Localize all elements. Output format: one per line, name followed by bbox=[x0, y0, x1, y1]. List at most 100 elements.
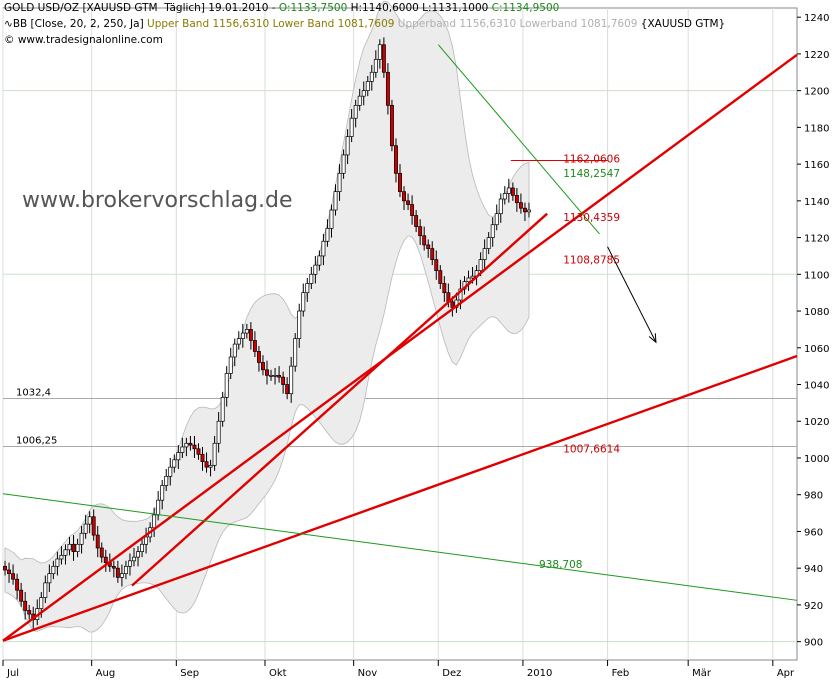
candle-body-89 bbox=[361, 90, 366, 97]
low-value: L:1131,1000 bbox=[418, 2, 489, 14]
candle-body-79 bbox=[321, 240, 326, 257]
candle-body-6 bbox=[27, 610, 32, 615]
candle-body-9 bbox=[39, 597, 44, 609]
candle-body-38 bbox=[156, 499, 161, 516]
x-tick-label-6: 2010 bbox=[527, 668, 552, 679]
candle-body-20 bbox=[83, 523, 88, 534]
candle-body-123 bbox=[498, 198, 503, 215]
candle-body-120 bbox=[486, 237, 491, 249]
candle-body-100 bbox=[406, 200, 411, 205]
candle-body-108 bbox=[438, 270, 443, 284]
candle-body-93 bbox=[377, 44, 382, 60]
candle-body-73 bbox=[297, 310, 302, 339]
bollinger-band bbox=[4, 0, 530, 633]
candle-body-78 bbox=[317, 255, 322, 266]
lower-band-value: Lower Band 1081,7609 bbox=[269, 18, 395, 30]
candle-body-22 bbox=[91, 516, 96, 536]
candle-body-2 bbox=[11, 573, 16, 580]
x-tick-label-3: Okt bbox=[269, 668, 287, 679]
candle-body-88 bbox=[357, 95, 362, 106]
candle-body-39 bbox=[160, 485, 165, 501]
candle-body-65 bbox=[265, 369, 269, 376]
y-tick-label-1: 920 bbox=[804, 601, 823, 612]
candle-body-37 bbox=[152, 514, 157, 529]
bb-icon: ∿ bbox=[4, 18, 13, 30]
x-tick-label-0: Jul bbox=[6, 668, 19, 679]
candle-body-130 bbox=[527, 209, 531, 213]
candle-body-32 bbox=[132, 556, 136, 562]
y-tick-label-7: 1040 bbox=[804, 381, 829, 392]
upper-band-value: Upper Band 1156,6310 bbox=[147, 18, 270, 30]
candle-body-101 bbox=[410, 204, 415, 216]
candle-body-5 bbox=[23, 600, 28, 611]
close-value: C:1134,9500 bbox=[488, 2, 560, 14]
candle-body-42 bbox=[172, 459, 177, 468]
candle-body-74 bbox=[301, 292, 306, 312]
candle-body-64 bbox=[261, 362, 265, 371]
candle-body-116 bbox=[470, 275, 475, 279]
candle-body-14 bbox=[59, 554, 64, 560]
trendline-1 bbox=[2, 354, 798, 642]
candle-body-98 bbox=[398, 172, 402, 193]
candle-body-11 bbox=[47, 573, 52, 584]
watermark: www.brokervorschlag.de bbox=[22, 188, 293, 213]
x-tick-label-4: Nov bbox=[358, 668, 378, 679]
x-tick-label-5: Dez bbox=[442, 668, 461, 679]
candle-body-125 bbox=[506, 187, 511, 194]
candle-body-19 bbox=[79, 532, 84, 545]
candle-body-104 bbox=[422, 235, 427, 246]
candle-body-50 bbox=[204, 461, 209, 468]
candle-body-102 bbox=[414, 215, 419, 227]
chart-header-line2: ∿BB [Close, 20, 2, 250, Ja] Upper Band 1… bbox=[4, 18, 725, 30]
candle-body-124 bbox=[502, 193, 507, 200]
y-tick-label-0: 900 bbox=[804, 638, 823, 649]
x-tick-label-8: Mär bbox=[692, 668, 712, 679]
candle-body-119 bbox=[482, 248, 487, 260]
candle-body-1 bbox=[7, 569, 11, 575]
candle-body-58 bbox=[236, 338, 241, 345]
y-tick-label-6: 1020 bbox=[804, 417, 829, 428]
candle-body-76 bbox=[309, 273, 314, 284]
candle-body-109 bbox=[442, 283, 447, 294]
candle-body-25 bbox=[103, 556, 108, 564]
candle-body-121 bbox=[490, 224, 495, 238]
candle-body-70 bbox=[285, 384, 290, 395]
candle-body-72 bbox=[293, 338, 298, 367]
candle-body-54 bbox=[220, 397, 225, 422]
instrument-suffix: {XAUUSD GTM} bbox=[637, 18, 726, 30]
candle-body-40 bbox=[164, 475, 169, 486]
candle-body-45 bbox=[184, 442, 189, 448]
x-tick-label-2: Sep bbox=[180, 668, 199, 679]
candle-body-17 bbox=[71, 543, 76, 552]
candle-body-66 bbox=[269, 374, 273, 377]
candle-body-103 bbox=[418, 226, 423, 237]
chart-header-line1: GOLD USD/OZ [XAUUSD GTM Täglich] 19.01.2… bbox=[4, 2, 559, 14]
candle-body-57 bbox=[232, 343, 237, 358]
candle-body-12 bbox=[51, 565, 56, 575]
candle-body-46 bbox=[188, 442, 193, 446]
annotation-0: 1162,0606 bbox=[563, 153, 620, 165]
candle-body-111 bbox=[450, 301, 455, 308]
annotation-5: 938,708 bbox=[539, 559, 582, 571]
candle-body-48 bbox=[196, 448, 201, 455]
high-value: H:1140,6000 bbox=[347, 2, 419, 14]
annotation-2: 1130,4359 bbox=[563, 212, 620, 224]
candle-body-55 bbox=[224, 373, 229, 398]
candle-body-52 bbox=[212, 442, 217, 466]
y-tick-label-3: 960 bbox=[804, 527, 823, 538]
candle-body-60 bbox=[244, 329, 249, 334]
candle-body-35 bbox=[144, 536, 149, 545]
candle-body-47 bbox=[192, 444, 197, 450]
candle-body-128 bbox=[518, 202, 523, 209]
candle-body-97 bbox=[394, 145, 398, 174]
candle-body-59 bbox=[240, 332, 245, 339]
hline-label-1: 1006,25 bbox=[16, 435, 57, 446]
candle-body-80 bbox=[325, 228, 330, 242]
forecast-arrow bbox=[607, 246, 657, 343]
candle-body-107 bbox=[434, 259, 439, 271]
candle-body-129 bbox=[522, 207, 527, 213]
candle-body-43 bbox=[176, 452, 181, 461]
trendline-3 bbox=[2, 493, 798, 601]
x-tick-label-1: Aug bbox=[96, 668, 116, 679]
candle-body-91 bbox=[369, 71, 374, 82]
